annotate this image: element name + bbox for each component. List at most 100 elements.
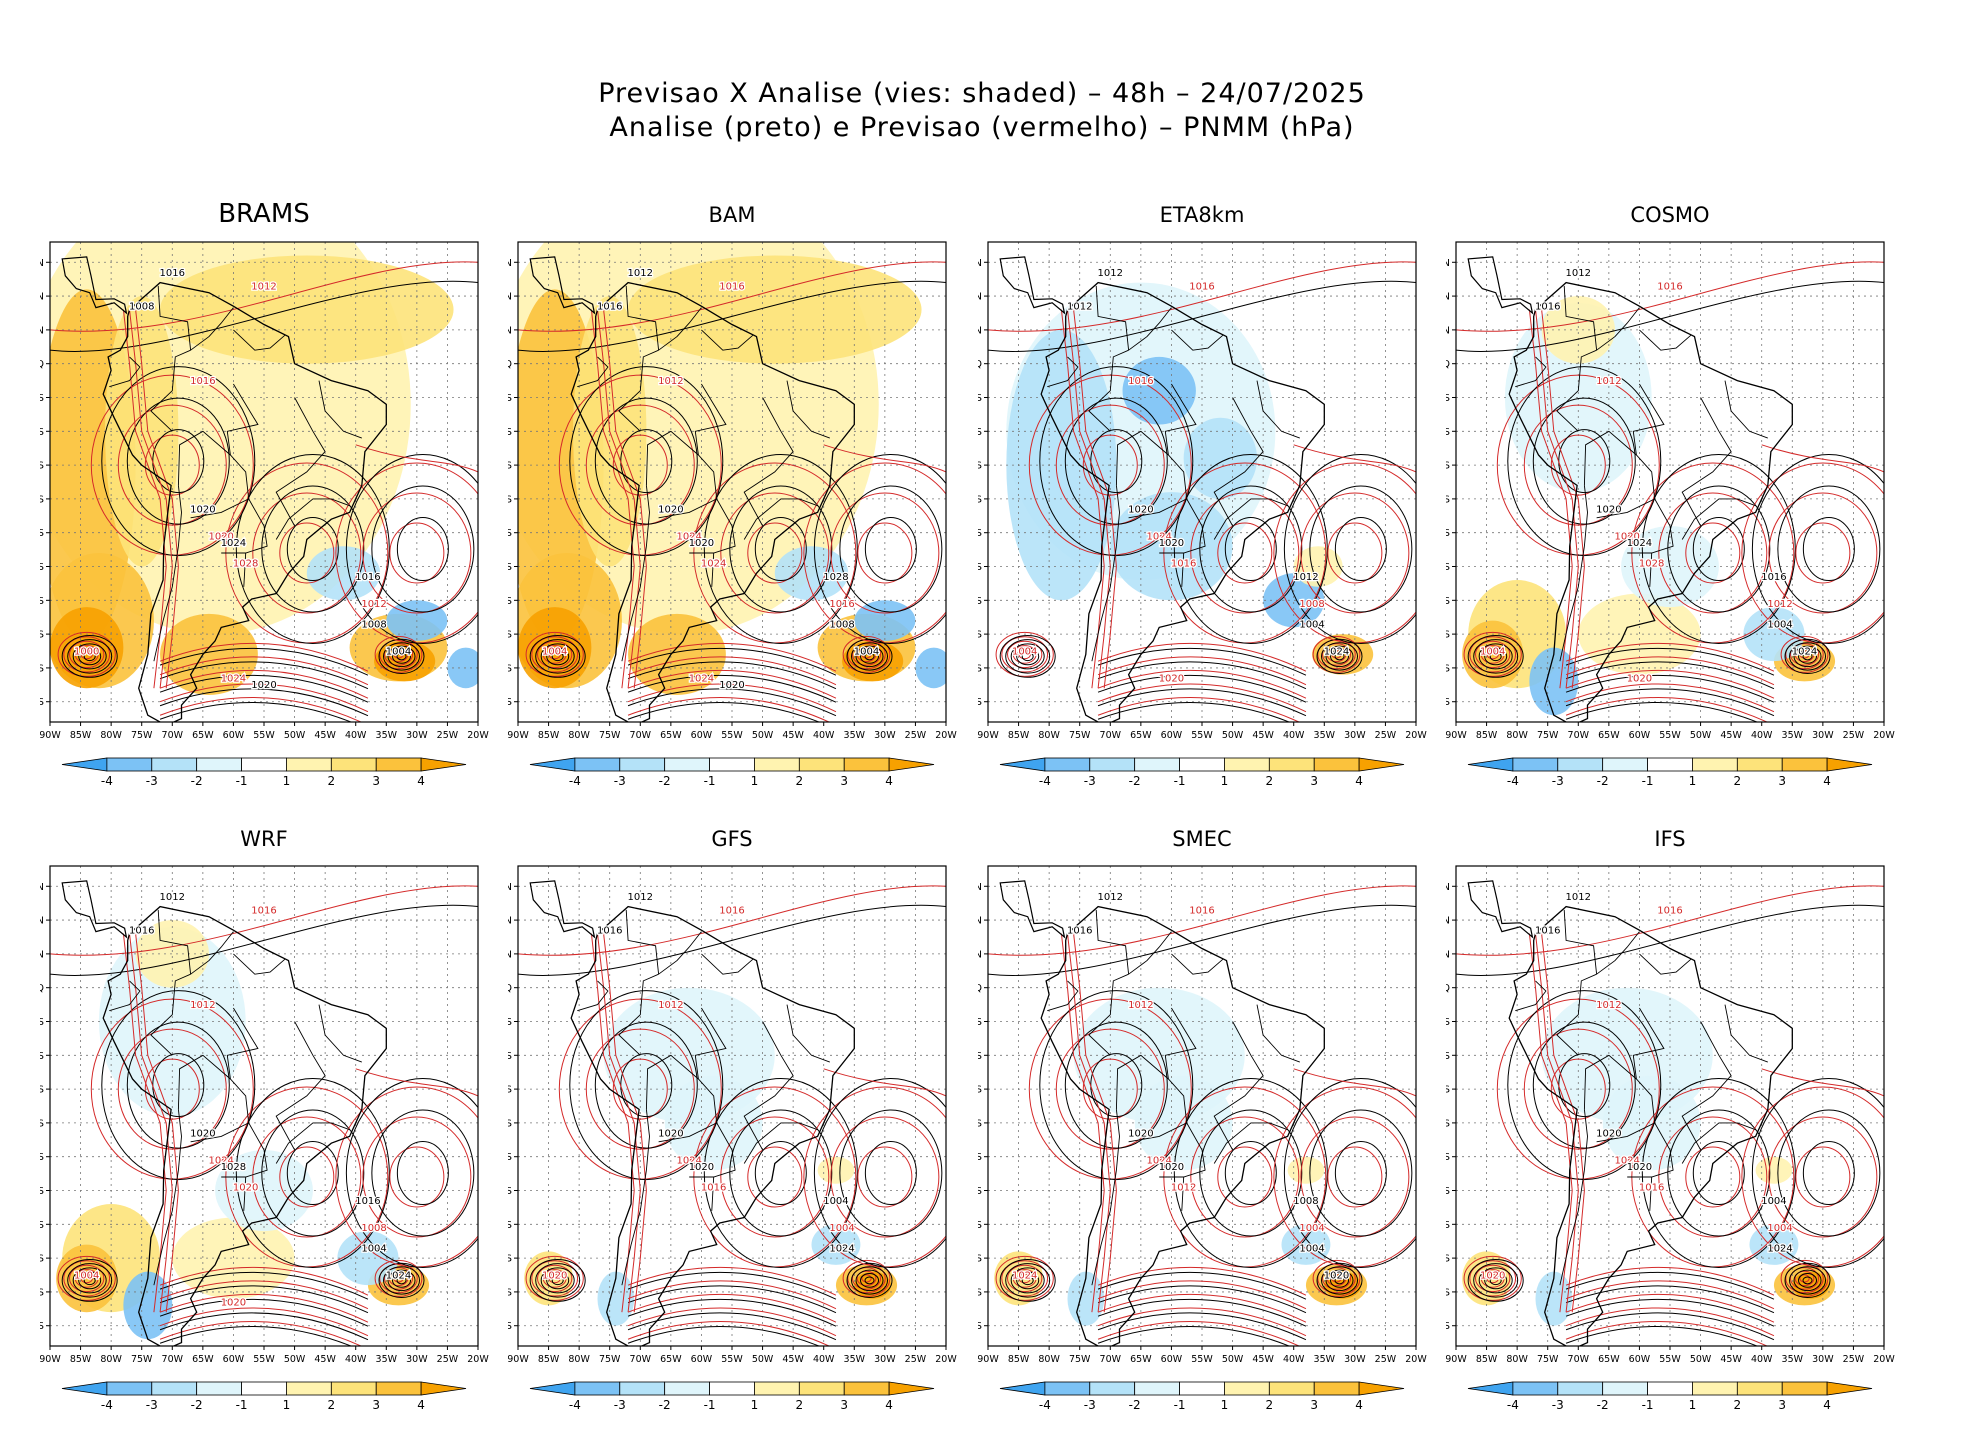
coastline bbox=[102, 281, 387, 722]
forecast-isobar bbox=[69, 1264, 105, 1293]
analysis-isobar-label: 1008 bbox=[361, 619, 386, 630]
forecast-isobar bbox=[720, 1116, 830, 1238]
analysis-isobar-label: 1004 bbox=[1299, 619, 1324, 630]
country-border bbox=[743, 397, 794, 527]
country-border bbox=[1091, 1109, 1120, 1286]
forecast-isobar bbox=[1293, 1068, 1416, 1097]
forecast-isobar bbox=[1565, 1321, 1769, 1346]
forecast-isobar bbox=[1097, 669, 1307, 699]
forecast-isobar bbox=[823, 444, 946, 473]
bias-shade bbox=[817, 1156, 855, 1184]
analysis-isobar bbox=[159, 1312, 369, 1341]
colorbar-segment bbox=[241, 757, 287, 772]
analysis-isobar bbox=[72, 643, 107, 670]
x-tick-label: 45W bbox=[314, 1354, 336, 1365]
forecast-isobar-label: 1012 bbox=[251, 281, 276, 292]
analysis-isobar bbox=[540, 643, 575, 670]
analysis-isobar bbox=[1789, 1266, 1827, 1295]
country-border bbox=[157, 909, 192, 975]
x-tick-label: 50W bbox=[752, 730, 774, 741]
forecast-isobar bbox=[1795, 1146, 1851, 1208]
x-tick-label: 70W bbox=[630, 1354, 652, 1365]
colorbar-tick-label: -4 bbox=[1507, 774, 1519, 788]
forecast-isobar bbox=[856, 1270, 877, 1287]
y-tick-label: 25S bbox=[508, 528, 512, 539]
bias-shade bbox=[1792, 1271, 1829, 1299]
y-tick-label: 10N bbox=[40, 916, 44, 927]
forecast-isobar bbox=[1463, 631, 1522, 677]
analysis-isobar bbox=[851, 642, 889, 671]
colorbar-tick-label: -4 bbox=[101, 774, 113, 788]
country-border bbox=[1213, 1122, 1288, 1164]
x-tick-label: 60W bbox=[223, 1354, 245, 1365]
colorbar-segment bbox=[286, 757, 332, 772]
y-tick-label: 5N bbox=[40, 949, 44, 960]
forecast-isobar bbox=[1217, 1146, 1273, 1208]
x-tick-label: 20W bbox=[935, 730, 957, 741]
forecast-isobar bbox=[1541, 933, 1585, 1313]
forecast-isobar bbox=[1780, 1259, 1829, 1297]
forecast-isobar bbox=[1331, 1274, 1342, 1283]
colorbar-segment bbox=[1826, 757, 1873, 772]
country-border bbox=[1159, 498, 1206, 554]
colorbar-tick-label: -1 bbox=[1642, 774, 1654, 788]
forecast-isobar bbox=[525, 631, 584, 677]
coastline-central-america bbox=[999, 880, 1066, 939]
y-tick-label: 15N bbox=[508, 258, 512, 269]
x-tick-label: 85W bbox=[1008, 1354, 1030, 1365]
bias-shade bbox=[1312, 634, 1374, 675]
forecast-isobar bbox=[63, 636, 111, 673]
bias-shade bbox=[915, 647, 946, 689]
y-tick-label: 5N bbox=[978, 325, 982, 336]
analysis-isobar bbox=[518, 280, 946, 352]
country-border bbox=[618, 349, 659, 432]
panel-title: WRF bbox=[240, 827, 287, 851]
model-panel-gfs: GFS 1012 1016 1016 1012 1020 1024 1020 1016 1004 1… bbox=[508, 814, 978, 1434]
analysis-isobar bbox=[999, 634, 1056, 678]
colorbar-segment bbox=[1826, 1381, 1873, 1396]
forecast-isobar-label: 1012 bbox=[1128, 1000, 1153, 1011]
forecast-isobar bbox=[1565, 1280, 1775, 1310]
x-tick-label: 65W bbox=[1598, 730, 1620, 741]
analysis-isobar bbox=[261, 1109, 365, 1237]
x-tick-label: 45W bbox=[1720, 730, 1742, 741]
bias-shade bbox=[337, 1231, 399, 1286]
x-tick-label: 40W bbox=[1283, 730, 1305, 741]
country-border bbox=[1627, 1122, 1674, 1178]
y-tick-label: 10S bbox=[978, 1051, 982, 1062]
colorbar-tick-label: 2 bbox=[1266, 1398, 1274, 1412]
x-tick-label: 35W bbox=[1782, 730, 1804, 741]
country-border bbox=[1632, 1007, 1665, 1080]
y-tick-label: 45S bbox=[40, 1287, 44, 1298]
forecast-isobar bbox=[1789, 1267, 1820, 1290]
analysis-isobar bbox=[1565, 1271, 1775, 1300]
forecast-isobar bbox=[995, 1255, 1054, 1301]
x-tick-label: 70W bbox=[630, 730, 652, 741]
analysis-isobar bbox=[988, 280, 1416, 352]
x-tick-label: 35W bbox=[1782, 1354, 1804, 1365]
country-border bbox=[150, 349, 191, 432]
analysis-isobar-label: 1024 bbox=[1627, 538, 1652, 549]
map-layer: 1012101610161012102010241020101210081004… bbox=[988, 866, 1416, 1346]
colorbar-segment bbox=[330, 757, 377, 772]
coastline bbox=[1040, 905, 1325, 1346]
forecast-isobar bbox=[1321, 643, 1352, 666]
analysis-isobar bbox=[101, 366, 256, 557]
forecast-isobar-label: 1012 bbox=[1767, 599, 1792, 610]
analysis-isobar-label: 1020 bbox=[251, 680, 276, 691]
colorbar-tick-label: -4 bbox=[569, 1398, 581, 1412]
forecast-isobar bbox=[627, 1307, 837, 1337]
colorbar-tick-label: 2 bbox=[1734, 774, 1742, 788]
analysis-isobar bbox=[1334, 652, 1345, 661]
x-tick-label: 75W bbox=[1069, 1354, 1091, 1365]
forecast-isobar-label: 1020 bbox=[542, 1270, 567, 1281]
forecast-isobar bbox=[1067, 309, 1111, 689]
forecast-isobar bbox=[1001, 1260, 1049, 1297]
analysis-isobar bbox=[1789, 642, 1827, 671]
model-panel-bam: BAM 1012 1016 1016 1012 1020 1024 1020 1024 1028 1… bbox=[508, 190, 978, 810]
bias-shade bbox=[774, 546, 849, 601]
x-tick-label: 25W bbox=[1843, 730, 1865, 741]
forecast-isobar bbox=[1190, 492, 1300, 614]
analysis-isobar bbox=[1309, 485, 1413, 613]
analysis-isobar-label: 1020 bbox=[658, 504, 683, 515]
